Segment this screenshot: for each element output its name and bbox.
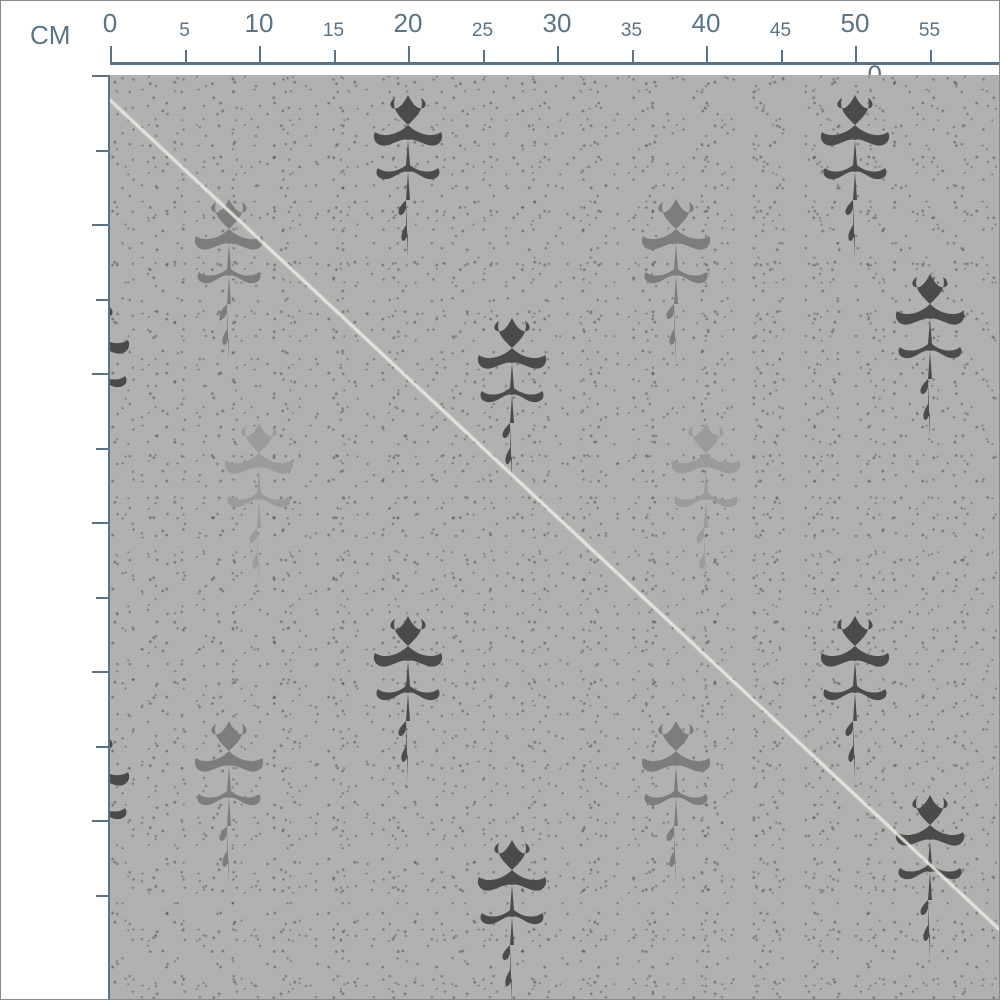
dendrite-shape-12 xyxy=(110,298,150,498)
dendrite-shape-8 xyxy=(800,611,910,811)
top-tick-55 xyxy=(930,50,932,64)
left-tick-45 xyxy=(96,746,110,748)
top-tick-label-5: 5 xyxy=(179,20,190,42)
dendrite-shape-14 xyxy=(875,269,985,469)
top-tick-35 xyxy=(632,50,634,64)
top-tick-label-15: 15 xyxy=(323,20,344,42)
dendrite-shape-5 xyxy=(204,418,314,618)
dendrite-shape-6 xyxy=(651,418,761,618)
dendrite-shape-10 xyxy=(621,716,731,916)
specimen-scan-page: CM 0510152025303540455055 05101520253035… xyxy=(0,0,1000,1000)
top-tick-15 xyxy=(334,50,336,64)
top-tick-label-40: 40 xyxy=(692,8,721,39)
top-tick-label-45: 45 xyxy=(770,20,791,42)
left-tick-10 xyxy=(92,224,110,226)
top-tick-10 xyxy=(259,46,261,64)
specimen-image xyxy=(110,75,1000,1000)
left-tick-55 xyxy=(96,895,110,897)
top-tick-label-0: 0 xyxy=(103,8,117,39)
left-tick-20 xyxy=(92,373,110,375)
left-tick-35 xyxy=(96,597,110,599)
top-tick-5 xyxy=(185,50,187,64)
left-tick-25 xyxy=(96,448,110,450)
dendrite-shape-11 xyxy=(457,835,567,1000)
dendrite-shape-13 xyxy=(110,730,150,930)
left-tick-30 xyxy=(92,522,110,524)
left-tick-40 xyxy=(92,671,110,673)
top-tick-label-20: 20 xyxy=(394,8,423,39)
top-tick-label-55: 55 xyxy=(919,20,940,42)
left-tick-50 xyxy=(92,820,110,822)
dendrite-shape-9 xyxy=(174,716,284,916)
dendrite-shape-7 xyxy=(353,611,463,811)
top-tick-label-35: 35 xyxy=(621,20,642,42)
dendrite-shape-1 xyxy=(800,90,910,290)
top-tick-label-50: 50 xyxy=(841,8,870,39)
top-tick-30 xyxy=(557,46,559,64)
top-tick-20 xyxy=(408,46,410,64)
top-ruler-line xyxy=(110,62,1000,65)
top-tick-40 xyxy=(706,46,708,64)
top-tick-25 xyxy=(483,50,485,64)
top-tick-50 xyxy=(855,46,857,64)
dendrite-shape-2 xyxy=(174,194,284,394)
top-tick-0 xyxy=(110,46,112,64)
left-tick-0 xyxy=(92,75,110,77)
top-tick-45 xyxy=(781,50,783,64)
top-tick-label-10: 10 xyxy=(245,8,274,39)
top-tick-label-30: 30 xyxy=(543,8,572,39)
dendrite-shape-0 xyxy=(353,90,463,290)
top-tick-label-25: 25 xyxy=(472,20,493,42)
dendrite-shape-4 xyxy=(457,313,567,513)
dendrite-shape-3 xyxy=(621,194,731,394)
unit-label: CM xyxy=(30,20,70,51)
left-tick-5 xyxy=(96,150,110,152)
dendrite-shape-15 xyxy=(875,790,985,990)
left-tick-15 xyxy=(96,299,110,301)
